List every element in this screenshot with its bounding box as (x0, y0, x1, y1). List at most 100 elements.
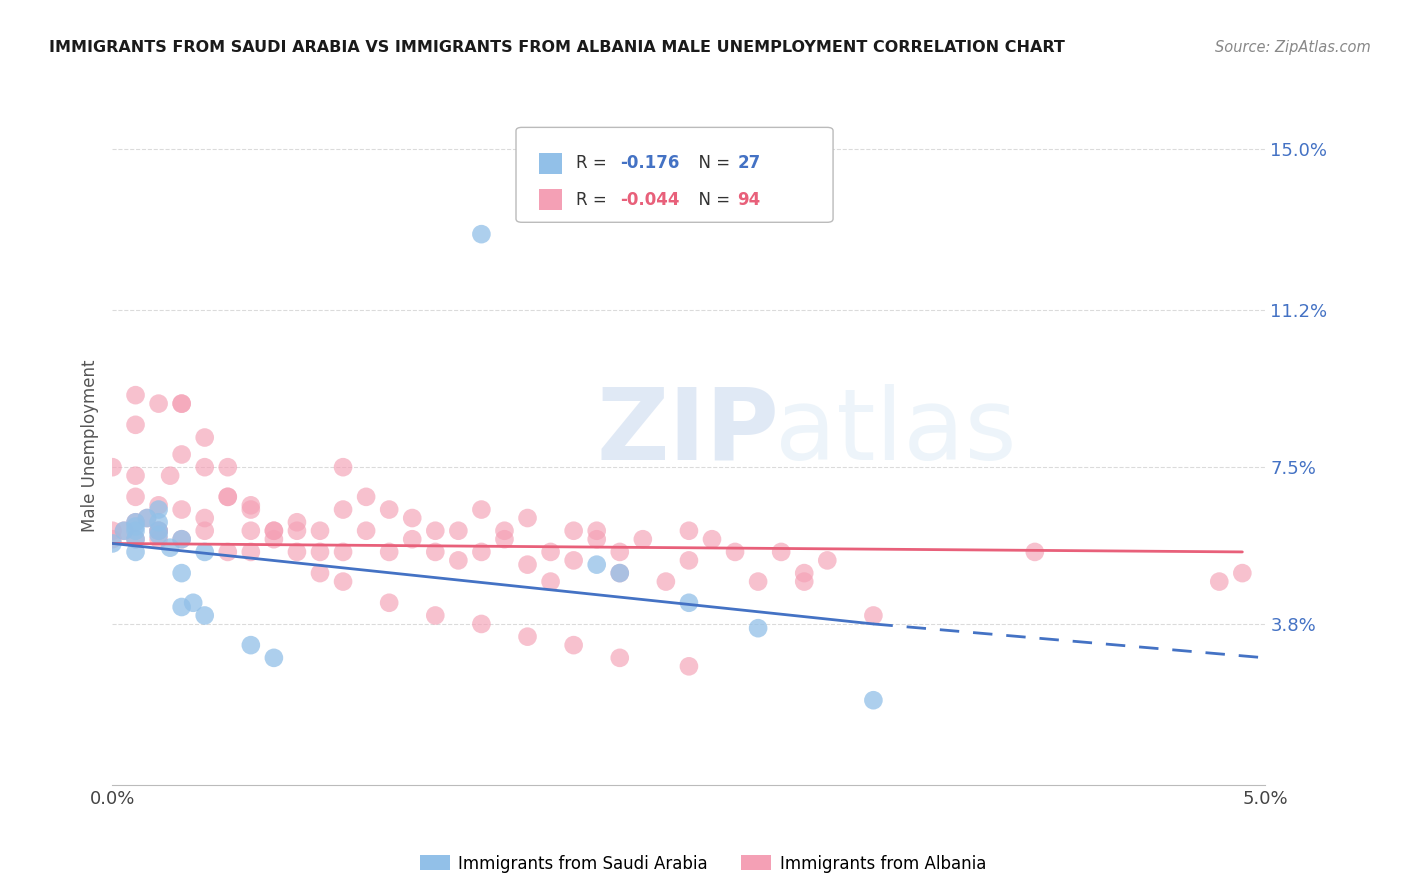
Point (170, 532, 193, 546)
Point (194, 460, 217, 475)
Point (101, 536, 124, 550)
Point (217, 460, 239, 475)
Point (194, 545, 217, 559)
Point (631, 532, 654, 546)
Point (562, 553, 585, 567)
Point (309, 566, 332, 580)
Point (793, 566, 815, 580)
Point (793, 574, 815, 589)
Point (263, 524, 285, 538)
Point (700, 532, 723, 546)
Point (148, 532, 170, 546)
FancyBboxPatch shape (538, 153, 562, 174)
Point (540, 545, 562, 559)
Point (194, 430, 217, 444)
Point (470, 545, 492, 559)
Point (285, 524, 308, 538)
Point (678, 553, 700, 567)
Point (678, 524, 700, 538)
Point (585, 558, 607, 572)
Point (239, 638, 262, 652)
Point (217, 490, 239, 504)
Text: ZIP: ZIP (596, 384, 779, 481)
Point (148, 502, 170, 516)
Point (124, 490, 146, 504)
Point (585, 532, 607, 546)
Point (148, 524, 170, 538)
Point (194, 511, 217, 525)
Point (263, 524, 285, 538)
Text: Source: ZipAtlas.com: Source: ZipAtlas.com (1215, 40, 1371, 55)
Point (747, 574, 769, 589)
Point (124, 388, 146, 402)
Point (562, 524, 585, 538)
Text: 94: 94 (737, 191, 761, 209)
Point (124, 545, 146, 559)
Point (516, 630, 538, 644)
Point (159, 468, 181, 483)
Point (609, 545, 631, 559)
FancyBboxPatch shape (516, 128, 832, 222)
Legend: Immigrants from Saudi Arabia, Immigrants from Albania: Immigrants from Saudi Arabia, Immigrants… (413, 848, 993, 880)
Point (332, 545, 354, 559)
Point (516, 511, 538, 525)
Point (815, 553, 838, 567)
Point (562, 638, 585, 652)
Point (425, 608, 447, 623)
Point (309, 524, 332, 538)
Text: N =: N = (688, 154, 735, 172)
Point (217, 490, 239, 504)
Point (770, 545, 793, 559)
Point (136, 511, 159, 525)
Point (124, 417, 146, 432)
Point (148, 524, 170, 538)
Point (585, 524, 607, 538)
Point (401, 511, 423, 525)
Text: -0.176: -0.176 (620, 154, 679, 172)
Point (332, 460, 354, 475)
Point (101, 532, 124, 546)
Point (148, 498, 170, 512)
Point (1232, 566, 1254, 580)
Point (401, 532, 423, 546)
Point (609, 566, 631, 580)
Point (170, 599, 193, 614)
Point (194, 524, 217, 538)
Text: 27: 27 (737, 154, 761, 172)
Point (862, 608, 884, 623)
Text: atlas: atlas (776, 384, 1017, 481)
Point (239, 498, 262, 512)
Point (239, 524, 262, 538)
Point (263, 651, 285, 665)
Point (170, 396, 193, 410)
Point (655, 574, 678, 589)
Point (354, 490, 377, 504)
FancyBboxPatch shape (538, 189, 562, 211)
Point (112, 524, 135, 538)
Point (378, 502, 401, 516)
Point (112, 524, 135, 538)
Point (194, 608, 217, 623)
Text: R =: R = (576, 154, 617, 172)
Point (332, 502, 354, 516)
Point (425, 545, 447, 559)
Point (609, 651, 631, 665)
Point (159, 541, 181, 555)
Point (447, 524, 470, 538)
Point (101, 524, 124, 538)
Point (136, 511, 159, 525)
Point (124, 515, 146, 529)
Point (494, 532, 516, 546)
Point (470, 502, 492, 516)
Point (124, 532, 146, 546)
Text: IMMIGRANTS FROM SAUDI ARABIA VS IMMIGRANTS FROM ALBANIA MALE UNEMPLOYMENT CORREL: IMMIGRANTS FROM SAUDI ARABIA VS IMMIGRAN… (49, 40, 1066, 55)
Point (239, 545, 262, 559)
Point (217, 545, 239, 559)
Point (447, 553, 470, 567)
Point (494, 524, 516, 538)
Point (862, 693, 884, 707)
Point (309, 545, 332, 559)
Point (470, 227, 492, 241)
Point (285, 545, 308, 559)
Point (470, 617, 492, 632)
